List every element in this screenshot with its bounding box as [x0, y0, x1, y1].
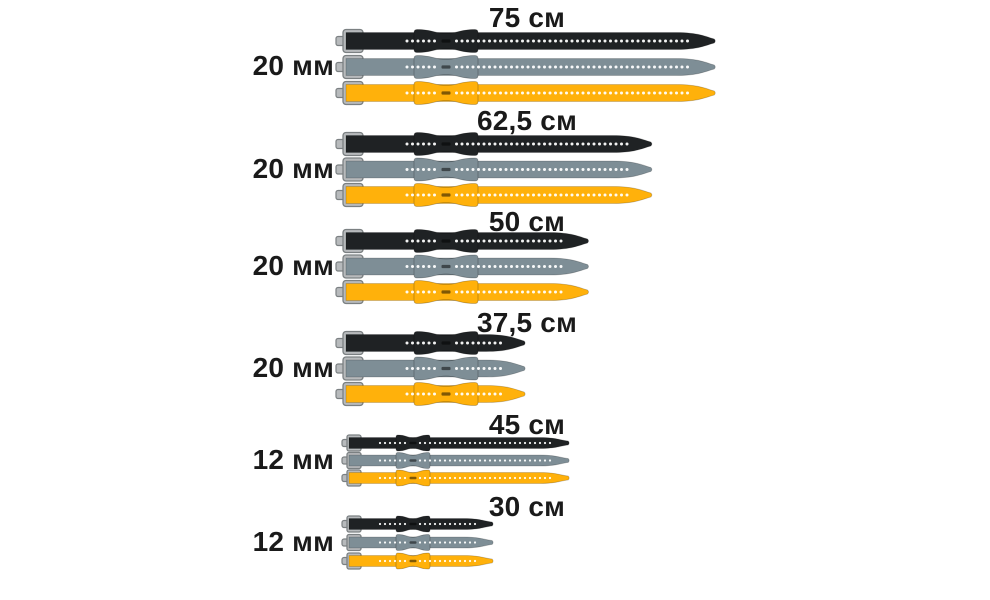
- keeper-slot: [441, 341, 451, 345]
- strap-holes: [405, 239, 563, 243]
- strap-holes: [378, 441, 552, 445]
- keeper-slot: [409, 541, 417, 544]
- strap-62-5-black: [335, 131, 653, 157]
- strap-holes: [378, 559, 477, 563]
- strap-holes: [405, 91, 689, 95]
- keeper-slot: [409, 522, 417, 526]
- strap-holes: [405, 290, 563, 294]
- strap-holes: [405, 341, 502, 345]
- strap-holes: [405, 168, 629, 171]
- strap-45-black: [341, 434, 570, 452]
- strap-group-30: [341, 515, 494, 570]
- length-title-75: 75 см: [488, 2, 566, 33]
- keeper-slot: [441, 264, 451, 269]
- width-label-50: 20 мм: [252, 249, 334, 281]
- strap-75-yellow: [335, 80, 716, 106]
- width-label-75: 20 мм: [252, 50, 334, 81]
- strap-holes: [405, 65, 689, 69]
- strap-75-gray: [335, 54, 716, 80]
- strap-holes: [405, 265, 563, 268]
- length-title-50: 50 см: [488, 206, 566, 237]
- strap-30-gray: [341, 533, 494, 552]
- width-label-62-5: 20 мм: [252, 152, 334, 184]
- length-title-45: 45 см: [488, 409, 566, 440]
- keeper-slot: [441, 65, 451, 69]
- length-title-37-5: 37,5 см: [477, 307, 577, 338]
- strap-holes: [378, 522, 477, 526]
- strap-group-45: [341, 434, 570, 487]
- strap-holes: [405, 367, 502, 370]
- keeper-slot: [441, 239, 451, 243]
- length-title-30: 30 см: [488, 491, 566, 522]
- strap-holes: [378, 541, 477, 544]
- strap-holes: [405, 193, 629, 197]
- strap-62-5-yellow: [335, 182, 653, 208]
- keeper-slot: [441, 290, 451, 294]
- keeper-slot: [409, 441, 417, 445]
- strap-75-black: [335, 28, 716, 54]
- strap-37-5-gray: [335, 356, 526, 381]
- keeper-slot: [441, 193, 451, 197]
- strap-group-37-5: [335, 330, 526, 407]
- strap-30-yellow: [341, 552, 494, 570]
- keeper-slot: [409, 459, 417, 462]
- keeper-slot: [441, 366, 451, 371]
- keeper-slot: [441, 167, 451, 172]
- strap-37-5-black: [335, 330, 526, 356]
- strap-50-yellow: [335, 279, 589, 305]
- strap-50-gray: [335, 254, 589, 279]
- strap-holes: [405, 392, 502, 396]
- strap-holes: [378, 459, 552, 462]
- width-label-30: 12 мм: [252, 525, 334, 557]
- strap-30-black: [341, 515, 494, 533]
- strap-50-black: [335, 228, 589, 254]
- strap-holes: [405, 39, 689, 43]
- strap-group-50: [335, 228, 589, 305]
- keeper-slot: [441, 142, 451, 146]
- keeper-slot: [409, 559, 417, 563]
- keeper-slot: [409, 476, 417, 480]
- strap-holes: [405, 142, 629, 146]
- strap-group-62-5: [335, 131, 653, 208]
- keeper-slot: [441, 392, 451, 396]
- strap-45-yellow: [341, 469, 570, 487]
- strap-62-5-gray: [335, 157, 653, 182]
- strap-holes: [378, 476, 552, 480]
- length-title-62-5: 62,5 см: [477, 105, 577, 136]
- strap-45-gray: [341, 451, 570, 470]
- width-label-37-5: 20 мм: [252, 351, 334, 383]
- strap-group-75: [335, 28, 716, 106]
- strap-37-5-yellow: [335, 381, 526, 407]
- width-label-45: 12 мм: [252, 443, 334, 475]
- keeper-slot: [441, 91, 451, 95]
- keeper-slot: [441, 39, 451, 43]
